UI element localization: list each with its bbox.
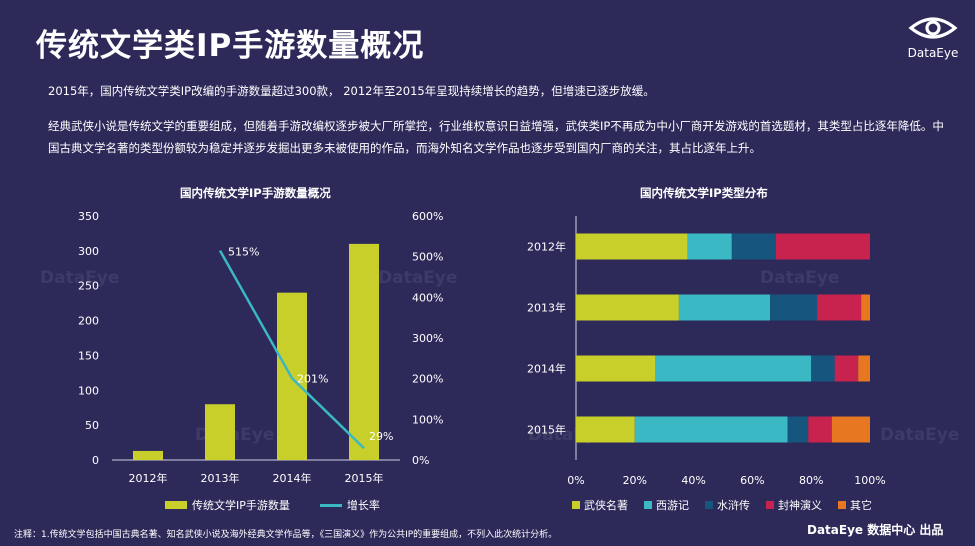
page-title: 传统文学类IP手游数量概况	[36, 28, 425, 64]
logo-text: DataEye	[907, 46, 959, 60]
left-y-tick-4: 200	[78, 315, 99, 328]
type-bar-2-0	[576, 355, 656, 382]
summary-paragraph-1: 2015年，国内传统文学类IP改编的手游数量超过300款， 2012年至2015…	[48, 84, 655, 98]
type-bar-1-3	[817, 294, 862, 321]
right-x-tick-1: 20%	[623, 474, 647, 487]
legend-label-wuxia: 武侠名著	[584, 499, 628, 512]
type-bar-2-3	[834, 355, 859, 382]
legend-label-xiyouji: 西游记	[656, 499, 689, 512]
watermark-2: DataEye	[760, 268, 839, 288]
type-bar-3-3	[808, 416, 832, 443]
right-x-tick-2: 40%	[681, 474, 705, 487]
legend-swatch-shuihu	[705, 501, 713, 509]
right-y-tick-2: 2014年	[527, 362, 566, 376]
left-x-tick-0: 2012年	[129, 471, 168, 485]
legend-label-other: 其它	[850, 499, 872, 512]
growth-label-2: 201%	[297, 372, 328, 385]
type-bar-2-1	[655, 355, 812, 382]
watermark-5: DataEye	[880, 425, 959, 445]
type-bar-1-2	[770, 294, 818, 321]
right-y-tick-6: 600%	[412, 210, 443, 223]
type-bar-1-0	[576, 294, 679, 321]
right-y-tick-1: 2013年	[527, 301, 566, 315]
legend-label-fengshen: 封神演义	[778, 499, 822, 512]
type-bar-0-1	[687, 233, 732, 260]
left-y-tick-1: 50	[85, 419, 99, 432]
legend-label-shuihu: 水浒传	[717, 499, 750, 512]
right-y-tick-3: 2015年	[527, 423, 566, 437]
type-bar-2-4	[858, 355, 870, 382]
type-bar-3-0	[576, 416, 635, 443]
left-chart-title: 国内传统文学IP手游数量概况	[180, 186, 331, 200]
legend-swatch-wuxia	[572, 501, 580, 509]
right-x-tick-5: 100%	[854, 474, 885, 487]
legend-label-growth: 增长率	[346, 499, 380, 512]
right-legend: 武侠名著 西游记 水浒传 封神演义 其它	[572, 497, 872, 513]
left-x-tick-1: 2013年	[201, 471, 240, 485]
right-x-tick-4: 80%	[799, 474, 823, 487]
growth-label-1: 515%	[228, 246, 259, 259]
right-chart-title: 国内传统文学IP类型分布	[640, 186, 768, 200]
right-y-tick-3: 300%	[412, 332, 443, 345]
left-legend: 传统文学IP手游数量 增长率	[165, 497, 380, 513]
type-bar-0-2	[731, 233, 776, 260]
type-bar-3-2	[787, 416, 809, 443]
type-bar-0-3	[775, 233, 870, 260]
footnote: 注释：1.传统文学包括中国古典名著、知名武侠小说及海外经典文学作品等，《三国演义…	[14, 530, 558, 540]
type-bar-3-4	[831, 416, 870, 443]
growth-label-3: 29%	[369, 430, 393, 443]
type-bar-1-4	[861, 294, 870, 321]
left-y-tick-6: 300	[78, 245, 99, 258]
count-bar-1	[205, 404, 235, 460]
right-x-tick-0: 0%	[567, 474, 584, 487]
dataeye-logo: DataEye	[898, 12, 968, 64]
left-y-tick-0: 0	[92, 454, 99, 467]
type-bar-3-1	[634, 416, 788, 443]
right-y-tick-0: 0%	[412, 454, 429, 467]
summary-paragraph-2: 经典武侠小说是传统文学的重要组成，但随着手游改编权逐步被大厂所掌控，行业维权意识…	[48, 119, 944, 155]
left-x-tick-2: 2014年	[273, 471, 312, 485]
right-y-tick-1: 100%	[412, 413, 443, 426]
left-x-tick-3: 2015年	[345, 471, 384, 485]
credit-text: DataEye 数据中心 出品	[807, 523, 944, 537]
left-y-tick-5: 250	[78, 280, 99, 293]
legend-swatch-count	[165, 501, 187, 509]
count-bar-3	[349, 243, 379, 460]
right-y-tick-0: 2012年	[527, 240, 566, 254]
left-y-tick-7: 350	[78, 210, 99, 223]
type-bar-1-1	[678, 294, 771, 321]
eye-icon	[908, 17, 958, 39]
count-bar-0	[133, 450, 163, 460]
legend-swatch-xiyouji	[644, 501, 652, 509]
type-bar-0-0	[576, 233, 688, 260]
right-y-tick-2: 200%	[412, 373, 443, 386]
right-y-tick-5: 500%	[412, 251, 443, 264]
watermark-0: DataEye	[40, 268, 119, 288]
right-x-tick-3: 60%	[740, 474, 764, 487]
left-y-tick-3: 150	[78, 349, 99, 362]
type-bar-2-2	[811, 355, 835, 382]
right-y-tick-4: 400%	[412, 291, 443, 304]
left-y-tick-2: 100	[78, 384, 99, 397]
legend-swatch-other	[838, 501, 846, 509]
growth-line	[218, 249, 365, 450]
legend-swatch-growth	[319, 503, 342, 507]
legend-swatch-fengshen	[766, 501, 774, 509]
watermark-1: DataEye	[378, 268, 457, 288]
legend-label-count: 传统文学IP手游数量	[192, 499, 290, 512]
